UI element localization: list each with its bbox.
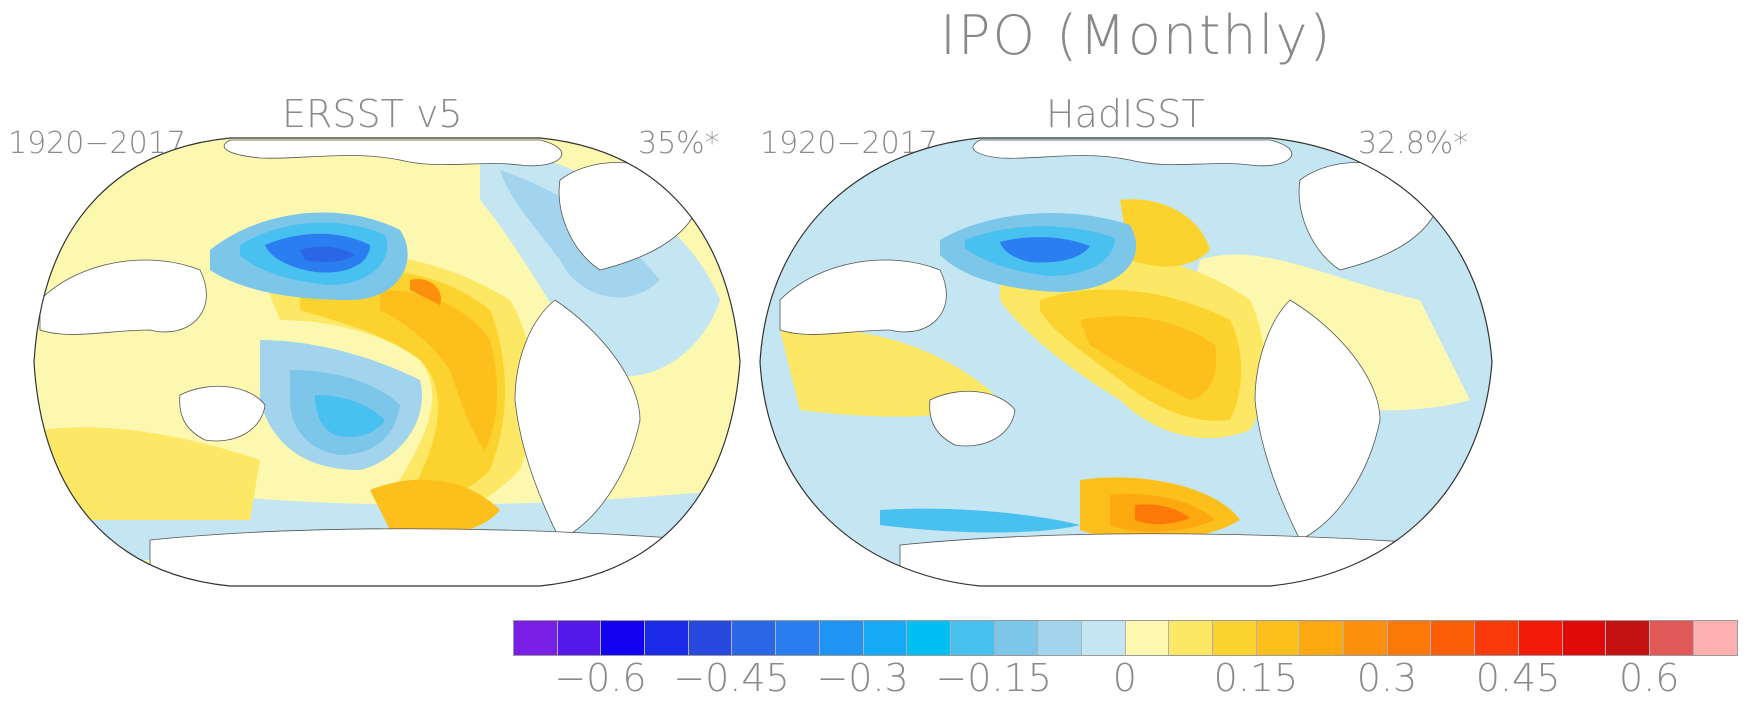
hadisst-map — [759, 137, 1493, 587]
colorbar-swatch — [688, 621, 733, 655]
colorbar-swatch — [1169, 621, 1213, 655]
colorbar-swatch — [514, 621, 558, 655]
colorbar-swatch — [1038, 621, 1082, 655]
colorbar-swatch — [1693, 621, 1738, 655]
colorbar-swatch — [1256, 621, 1301, 655]
colorbar-swatch — [1344, 621, 1388, 655]
colorbar-tick-label: 0.3 — [1356, 656, 1418, 700]
colorbar-tick-label: −0.3 — [816, 656, 909, 700]
colorbar-swatch — [1125, 621, 1170, 655]
colorbar-swatch — [994, 621, 1039, 655]
colorbar-swatch — [1213, 621, 1257, 655]
colorbar-swatch — [776, 621, 820, 655]
colorbar-swatch — [645, 621, 689, 655]
colorbar-tick-label: 0.45 — [1475, 656, 1561, 700]
colorbar-swatch — [1387, 621, 1432, 655]
figure-title: IPO (Monthly) — [940, 4, 1333, 67]
colorbar-swatch — [1081, 621, 1126, 655]
colorbar-tick-label: 0.6 — [1618, 656, 1680, 700]
panel-variance-hadisst: 32.8%* — [1358, 126, 1469, 161]
colorbar-swatch — [1518, 621, 1563, 655]
colorbar-swatch — [819, 621, 864, 655]
panel-title-ersst: ERSST v5 — [282, 92, 463, 136]
colorbar — [513, 620, 1739, 656]
colorbar-swatch — [1300, 621, 1345, 655]
colorbar-swatch — [601, 621, 646, 655]
colorbar-swatch — [1606, 621, 1650, 655]
colorbar-swatch — [557, 621, 602, 655]
colorbar-swatch — [1562, 621, 1607, 655]
colorbar-tick-label: 0.15 — [1213, 656, 1299, 700]
colorbar-swatch — [1475, 621, 1519, 655]
colorbar-swatch — [950, 621, 995, 655]
colorbar-swatch — [732, 621, 777, 655]
colorbar-tick-label: 0 — [1112, 656, 1137, 700]
colorbar-tick-label: −0.45 — [673, 656, 790, 700]
panel-title-hadisst: HadISST — [1046, 92, 1205, 136]
panel-period-ersst: 1920−2017 — [8, 126, 186, 161]
colorbar-tick-label: −0.6 — [554, 656, 647, 700]
colorbar-swatch — [1649, 621, 1694, 655]
panel-variance-ersst: 35%* — [638, 126, 720, 161]
colorbar-swatch — [863, 621, 908, 655]
colorbar-swatch — [1431, 621, 1476, 655]
colorbar-tick-label: −0.15 — [935, 656, 1052, 700]
colorbar-swatch — [907, 621, 951, 655]
ersst-map — [33, 137, 741, 587]
